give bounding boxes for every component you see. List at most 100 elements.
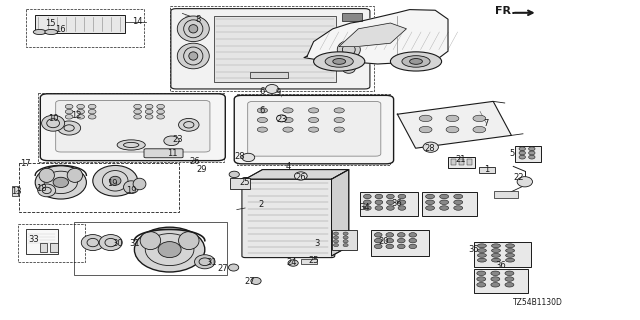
Ellipse shape: [294, 172, 307, 180]
Ellipse shape: [506, 258, 515, 262]
FancyBboxPatch shape: [144, 149, 183, 158]
Bar: [19, 163, 179, 212]
Text: 9: 9: [276, 88, 281, 97]
Ellipse shape: [387, 200, 394, 204]
Ellipse shape: [426, 200, 435, 204]
Text: 16: 16: [56, 25, 66, 34]
Ellipse shape: [477, 277, 486, 281]
Bar: [459, 159, 464, 165]
Ellipse shape: [99, 235, 122, 251]
Ellipse shape: [419, 115, 432, 122]
Ellipse shape: [409, 238, 417, 243]
Ellipse shape: [314, 52, 365, 71]
Bar: [494, 191, 518, 198]
Ellipse shape: [93, 165, 138, 196]
Ellipse shape: [398, 200, 406, 204]
Ellipse shape: [134, 109, 141, 114]
Ellipse shape: [397, 238, 405, 243]
Ellipse shape: [477, 244, 486, 248]
Ellipse shape: [333, 244, 339, 247]
Ellipse shape: [164, 136, 179, 146]
Ellipse shape: [374, 244, 382, 249]
Text: 31: 31: [206, 258, 216, 267]
Ellipse shape: [492, 258, 500, 262]
Bar: [50, 243, 58, 252]
Ellipse shape: [364, 200, 371, 204]
Ellipse shape: [35, 166, 86, 199]
FancyBboxPatch shape: [40, 94, 225, 161]
Ellipse shape: [342, 64, 355, 73]
Ellipse shape: [189, 25, 198, 33]
Text: 26: 26: [296, 173, 306, 182]
Ellipse shape: [506, 244, 515, 248]
Ellipse shape: [124, 181, 139, 194]
Ellipse shape: [195, 255, 215, 269]
Ellipse shape: [288, 260, 298, 266]
Text: TZ54B1130D: TZ54B1130D: [513, 298, 563, 307]
Ellipse shape: [364, 206, 371, 210]
Ellipse shape: [375, 200, 383, 204]
Ellipse shape: [390, 52, 442, 71]
Ellipse shape: [374, 233, 382, 237]
Ellipse shape: [398, 206, 406, 210]
Ellipse shape: [517, 177, 532, 187]
Ellipse shape: [157, 115, 164, 119]
Ellipse shape: [386, 244, 394, 249]
Bar: [422, 192, 477, 216]
Ellipse shape: [506, 249, 515, 252]
Ellipse shape: [477, 249, 486, 252]
Bar: [38, 93, 224, 162]
Ellipse shape: [45, 29, 58, 35]
Text: 18: 18: [36, 184, 47, 193]
Ellipse shape: [333, 59, 346, 64]
Ellipse shape: [325, 56, 353, 67]
Ellipse shape: [477, 258, 486, 262]
Ellipse shape: [334, 108, 344, 113]
Ellipse shape: [109, 176, 121, 185]
Ellipse shape: [242, 153, 255, 162]
Bar: [18, 224, 85, 262]
Bar: [360, 192, 418, 216]
Ellipse shape: [506, 253, 515, 257]
Bar: [332, 230, 357, 250]
Ellipse shape: [77, 109, 84, 114]
Ellipse shape: [333, 236, 339, 239]
Ellipse shape: [251, 277, 261, 284]
Ellipse shape: [77, 115, 84, 119]
Ellipse shape: [65, 104, 73, 109]
Bar: [250, 72, 288, 78]
Text: 31: 31: [129, 239, 140, 248]
Polygon shape: [245, 170, 349, 179]
Bar: [12, 186, 18, 196]
Ellipse shape: [157, 104, 164, 109]
Ellipse shape: [266, 84, 278, 93]
Ellipse shape: [440, 206, 449, 210]
Ellipse shape: [145, 115, 153, 119]
Text: 3: 3: [314, 239, 319, 248]
Ellipse shape: [398, 194, 406, 199]
Ellipse shape: [179, 118, 199, 131]
Text: 11: 11: [168, 149, 178, 158]
Bar: [214, 16, 336, 82]
Text: 36: 36: [392, 199, 402, 208]
Text: 25: 25: [240, 178, 250, 187]
Bar: [448, 157, 475, 168]
Text: 6: 6: [260, 106, 265, 115]
Ellipse shape: [426, 206, 435, 210]
Text: 27: 27: [218, 264, 228, 273]
Ellipse shape: [343, 244, 348, 247]
Bar: [474, 242, 531, 267]
Ellipse shape: [58, 121, 81, 135]
Text: 19: 19: [126, 186, 136, 195]
Text: 17: 17: [20, 159, 31, 168]
Polygon shape: [397, 101, 511, 148]
Text: 7: 7: [484, 119, 489, 128]
Ellipse shape: [333, 232, 339, 235]
Ellipse shape: [77, 104, 84, 109]
Ellipse shape: [145, 104, 153, 109]
Ellipse shape: [65, 115, 73, 119]
Ellipse shape: [397, 244, 405, 249]
Ellipse shape: [67, 168, 83, 182]
Bar: [301, 259, 317, 264]
Bar: [26, 229, 58, 254]
